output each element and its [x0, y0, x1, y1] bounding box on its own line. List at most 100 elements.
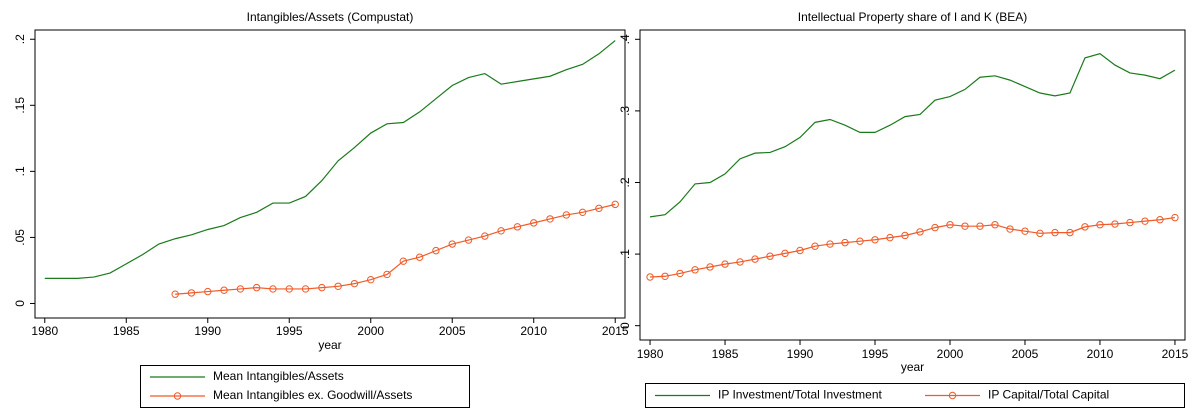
x-tick-label: 1990 [194, 324, 221, 338]
y-tick-label: 0 [13, 300, 27, 307]
point-marker [530, 219, 538, 227]
point-marker [721, 260, 729, 268]
point-marker [1006, 225, 1014, 233]
series-line [650, 216, 1176, 278]
legend-box [645, 383, 1185, 408]
point-marker [976, 222, 984, 230]
point-marker [187, 289, 196, 297]
point-marker [448, 240, 456, 248]
point-marker [497, 227, 505, 235]
point-marker [546, 215, 554, 223]
x-tick-label: 2000 [937, 347, 964, 361]
point-marker [1126, 218, 1134, 227]
y-tick-label: .4 [618, 34, 632, 44]
plot-frame [34, 29, 626, 319]
y-tick-label: .1 [618, 249, 632, 259]
point-marker [841, 238, 849, 247]
y-tick-label: .3 [618, 106, 632, 116]
point-marker [811, 242, 819, 250]
point-marker [1081, 223, 1089, 231]
point-marker [766, 252, 774, 260]
point-marker [646, 273, 654, 281]
series-line [649, 52, 1176, 218]
point-marker [318, 283, 326, 292]
point-marker [796, 246, 804, 255]
plot-frame [639, 29, 1186, 341]
point-marker [432, 246, 440, 255]
point-marker [661, 272, 669, 280]
x-tick-label: 1985 [113, 324, 140, 338]
point-marker [946, 221, 954, 229]
point-marker [1066, 228, 1074, 237]
point-marker [886, 233, 894, 242]
x-tick-label: 2015 [602, 324, 629, 338]
point-marker [706, 263, 714, 271]
y-tick-label: .1 [13, 166, 27, 176]
point-marker [781, 249, 789, 258]
x-tick-label: 2010 [520, 324, 547, 338]
x-tick-label: 2015 [1162, 347, 1189, 361]
y-tick-label: .05 [13, 229, 27, 246]
point-marker [676, 269, 684, 278]
legend-marker [173, 392, 182, 400]
point-marker [399, 257, 408, 265]
x-axis-label: year [318, 338, 341, 352]
point-marker [871, 236, 879, 244]
point-marker [578, 208, 587, 217]
point-marker [236, 285, 245, 293]
point-marker [751, 255, 759, 263]
point-marker [301, 285, 310, 293]
point-marker [220, 286, 228, 294]
legend-box [140, 365, 470, 408]
x-tick-label: 1980 [31, 324, 58, 338]
point-marker [481, 232, 489, 240]
point-marker [1096, 221, 1104, 229]
chart-title: Intangibles/Assets (Compustat) [247, 10, 414, 24]
point-marker [415, 253, 424, 261]
point-marker [1156, 216, 1164, 224]
point-marker [736, 258, 744, 266]
point-marker [464, 236, 473, 244]
legend-label: Mean Intangibles/Assets [213, 369, 344, 383]
x-tick-label: 2005 [1012, 347, 1039, 361]
point-marker [252, 283, 261, 292]
series-line [44, 40, 616, 279]
point-marker [691, 266, 699, 274]
legend-label: IP Investment/Total Investment [718, 388, 883, 402]
point-marker [901, 231, 909, 240]
x-tick-label: 2000 [357, 324, 384, 338]
point-marker [611, 200, 619, 209]
x-tick-label: 1990 [787, 347, 814, 361]
point-marker [1021, 227, 1029, 235]
point-marker [383, 270, 391, 279]
point-marker [513, 223, 522, 231]
chart-title: Intellectual Property share of I and K (… [798, 10, 1027, 24]
point-marker [334, 282, 342, 290]
point-marker [285, 285, 293, 293]
point-marker [350, 279, 359, 288]
point-marker [269, 285, 277, 293]
point-marker [1036, 229, 1044, 238]
point-marker [991, 221, 999, 229]
point-marker [961, 222, 969, 230]
point-marker [204, 287, 212, 296]
x-tick-label: 1985 [712, 347, 739, 361]
x-axis-label: year [901, 360, 924, 374]
point-marker [931, 223, 939, 232]
y-tick-label: .2 [13, 34, 27, 44]
x-tick-label: 1995 [276, 324, 303, 338]
legend-marker [948, 391, 957, 400]
x-tick-label: 2005 [439, 324, 466, 338]
point-marker [562, 211, 571, 219]
point-marker [1051, 228, 1059, 237]
point-marker [1141, 217, 1149, 225]
legend-label: IP Capital/Total Capital [988, 388, 1109, 402]
x-tick-label: 2010 [1087, 347, 1114, 361]
y-tick-label: 0 [618, 322, 632, 329]
x-tick-label: 1995 [862, 347, 889, 361]
point-marker [856, 237, 864, 245]
point-marker [367, 275, 375, 284]
point-marker [826, 240, 834, 248]
